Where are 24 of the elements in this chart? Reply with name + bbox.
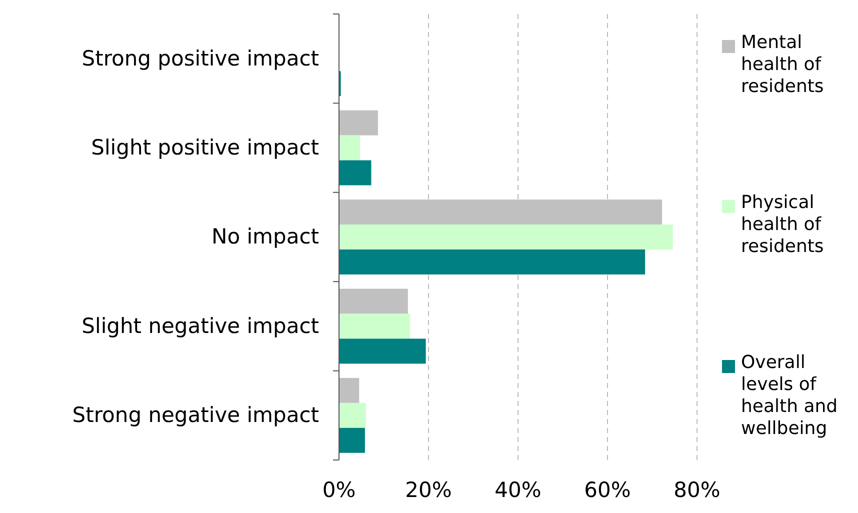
bar (339, 428, 365, 453)
y-tick-label: Strong positive impact (82, 46, 319, 70)
y-tick-label: No impact (211, 224, 319, 249)
bar (339, 160, 372, 186)
bar (339, 249, 646, 274)
x-tick-label: 40% (494, 478, 542, 502)
bar (339, 402, 366, 428)
legend-label: Mental health of residents (741, 32, 824, 97)
legend-label: Physical health of residents (741, 192, 824, 257)
bar (339, 135, 360, 160)
y-tick-label: Slight negative impact (82, 314, 319, 338)
legend-label: Overall levels of health and wellbeing (741, 352, 838, 439)
bar (339, 338, 426, 364)
y-tick-label: Strong negative impact (72, 403, 319, 428)
bar (339, 110, 378, 136)
x-tick-label: 20% (405, 478, 452, 502)
bar (339, 224, 673, 250)
x-tick-label: 60% (584, 478, 631, 502)
y-tick-label: Slight positive impact (91, 136, 319, 160)
bar (339, 378, 360, 403)
bar (339, 288, 408, 314)
x-tick-label: 80% (674, 478, 720, 502)
bar (339, 314, 410, 339)
x-tick-label: 0% (322, 478, 356, 502)
